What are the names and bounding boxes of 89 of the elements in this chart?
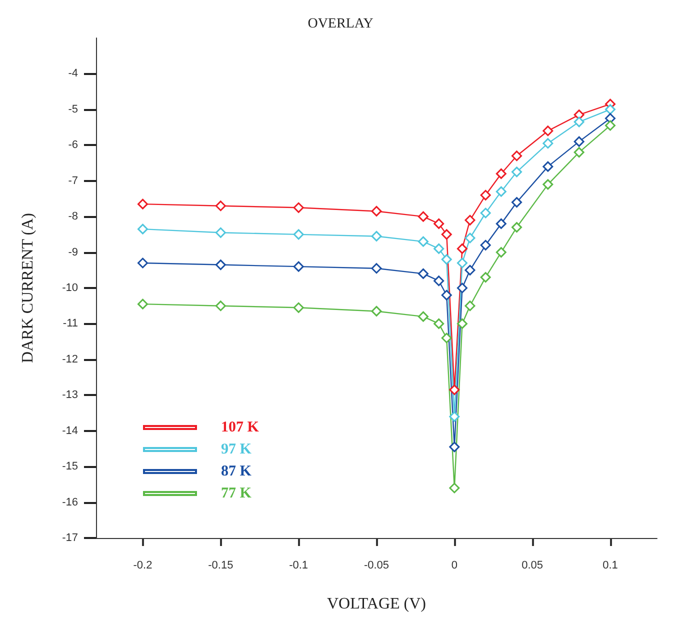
point: [456, 318, 468, 329]
point: [215, 227, 226, 238]
y-tick-label: -12: [62, 353, 78, 366]
point: [480, 240, 491, 250]
point: [441, 229, 452, 240]
y-tick-label: -9: [68, 246, 78, 258]
x-tick-label: 0: [451, 560, 458, 572]
point: [496, 247, 506, 258]
legend-label: 107 K: [221, 420, 260, 436]
point: [418, 268, 428, 279]
point: [512, 222, 522, 233]
point: [542, 161, 554, 172]
point: [418, 211, 428, 222]
point: [371, 306, 382, 316]
point: [480, 190, 491, 200]
y-tick-label: -5: [68, 103, 78, 116]
point: [512, 166, 522, 178]
point: [138, 224, 148, 234]
y-tick-label: -4: [68, 68, 78, 80]
point: [464, 214, 476, 226]
x-tick-label: -0.05: [364, 560, 390, 572]
y-tick-label: -7: [68, 174, 78, 187]
y-tick-label: -10: [62, 282, 78, 294]
point: [293, 229, 304, 240]
point: [293, 202, 304, 213]
point: [371, 206, 382, 216]
point: [434, 243, 444, 254]
legend-label: 87 K: [221, 464, 252, 480]
y-tick-label: -16: [62, 496, 78, 508]
point: [215, 300, 226, 312]
x-tick-label: -0.1: [289, 560, 308, 572]
y-tick-label: -17: [62, 532, 78, 544]
point: [434, 318, 444, 329]
point: [138, 298, 148, 310]
x-tick-label: -0.15: [208, 560, 234, 572]
point: [512, 197, 522, 208]
point: [456, 243, 468, 254]
point: [542, 138, 554, 149]
point: [418, 236, 428, 247]
point: [496, 168, 506, 179]
point: [464, 300, 476, 312]
point: [605, 120, 616, 131]
point: [441, 290, 452, 300]
point: [449, 442, 460, 452]
x-tick-label: -0.2: [133, 560, 152, 572]
point: [434, 218, 444, 229]
y-tick-label: -11: [62, 318, 78, 330]
point: [441, 254, 452, 265]
point: [542, 179, 554, 190]
y-tick-label: -15: [62, 460, 78, 473]
x-tick-label: 0.05: [522, 560, 544, 572]
point: [449, 482, 460, 494]
point: [293, 261, 304, 272]
y-tick-label: -8: [68, 210, 78, 223]
point: [574, 116, 584, 128]
legend-label: 77 K: [221, 486, 252, 502]
x-axis-title: VOLTAGE (V): [327, 596, 426, 612]
point: [441, 332, 452, 344]
point: [371, 263, 382, 274]
point: [456, 258, 468, 268]
point: [456, 282, 468, 294]
point: [574, 147, 584, 158]
y-tick-label: -13: [62, 389, 78, 402]
point: [464, 264, 476, 276]
point: [464, 232, 476, 244]
x-tick-label: 0.1: [602, 560, 618, 572]
point: [605, 104, 616, 115]
legend-label: 97 K: [221, 442, 252, 458]
point: [215, 260, 226, 270]
point: [434, 276, 444, 286]
point: [480, 272, 491, 283]
y-tick-label: -6: [68, 139, 78, 152]
point: [496, 218, 506, 229]
point: [496, 186, 506, 197]
point: [574, 136, 584, 147]
y-tick-label: -14: [62, 424, 78, 437]
chart-title: OVERLAY: [308, 16, 374, 32]
point: [371, 230, 382, 242]
point: [418, 311, 428, 322]
point: [542, 126, 554, 136]
point: [480, 208, 491, 218]
y-axis-title: DARK CURRENT (A): [20, 213, 36, 363]
point: [293, 302, 304, 313]
point: [215, 200, 226, 212]
point: [449, 384, 460, 396]
point: [138, 198, 148, 210]
point: [138, 258, 148, 268]
point: [512, 150, 522, 162]
point: [449, 411, 460, 422]
